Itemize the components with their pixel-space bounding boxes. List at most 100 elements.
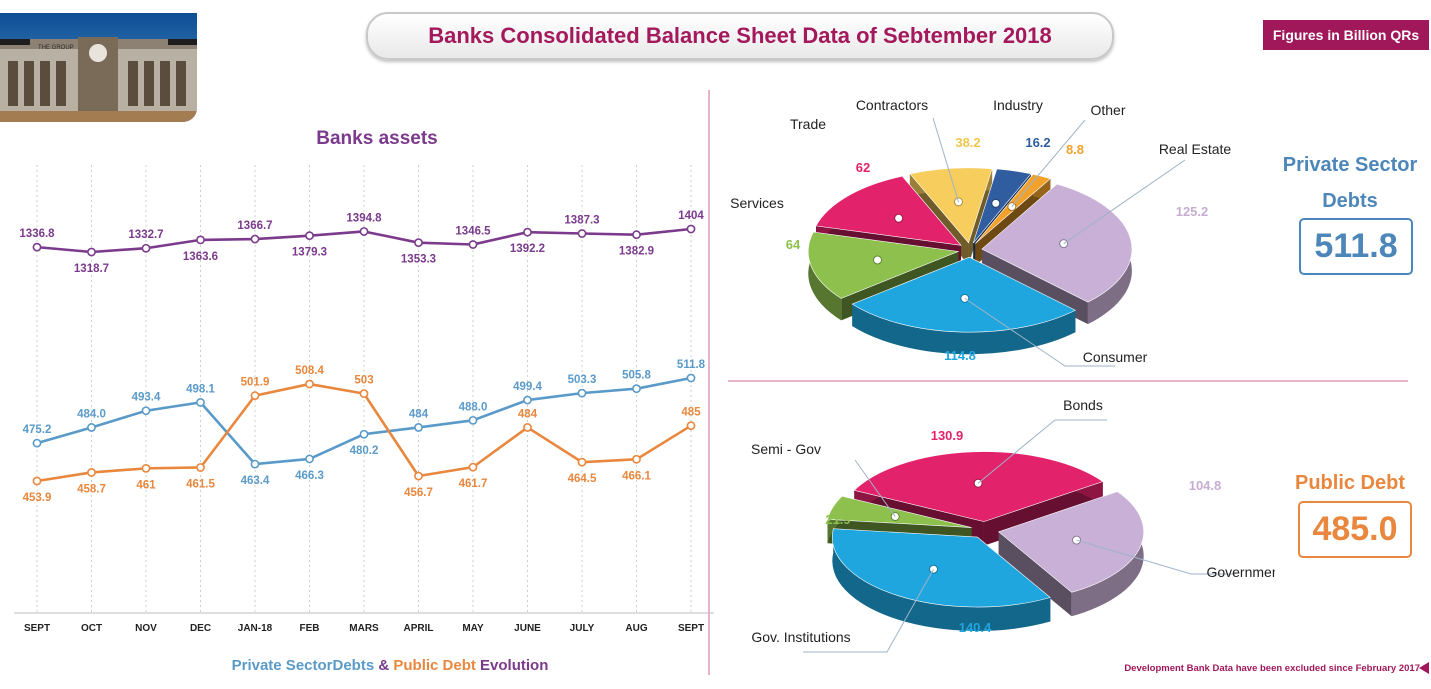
line-charts: 1336.8 1318.7 1332.7 1363.6 1366.7 1379.3 1394…: [14, 165, 714, 634]
leader-line: [1011, 119, 1086, 207]
slice-value-label: 16.2: [1025, 135, 1050, 150]
data-point: [632, 384, 641, 394]
data-label: 456.7: [404, 487, 433, 499]
data-point: [468, 462, 478, 472]
leader-line: [1063, 159, 1186, 245]
slice-name-label: Bonds: [1063, 397, 1103, 413]
data-point: [196, 397, 205, 407]
data-point: [686, 421, 696, 431]
page-title-pill: Banks Consolidated Balance Sheet Data of…: [366, 12, 1114, 60]
data-point: [414, 238, 423, 248]
data-point: [523, 395, 532, 405]
data-label: 484: [409, 408, 429, 420]
data-label: 488.0: [459, 401, 488, 413]
slice-name-label: Government: [1206, 564, 1275, 580]
public-debt-pie: Government 104.8 Gov. Institutions 140.4 Sem…: [751, 397, 1275, 653]
pie-slice: [998, 491, 1144, 617]
slice-value-label: 64: [786, 237, 801, 252]
slice-value-label: 140.4: [959, 620, 992, 635]
data-label: 466.3: [295, 470, 324, 482]
data-label: 1394.8: [346, 212, 382, 224]
slice-value-label: 38.2: [955, 135, 980, 150]
data-point: [250, 234, 260, 244]
private-sector-debts-label: Private Sector Debts: [1282, 154, 1418, 212]
slice-value-label: 114.8: [944, 348, 976, 363]
data-point: [414, 471, 423, 481]
slice-value-label: 21.9: [825, 512, 850, 527]
x-tick-label: SEPT: [24, 623, 50, 634]
data-point: [196, 235, 205, 245]
data-label: 466.1: [622, 470, 651, 482]
leader-line: [1076, 539, 1235, 575]
leader-line: [964, 297, 1115, 367]
data-point: [523, 227, 532, 237]
units-badge: Figures in Billion QRs: [1263, 20, 1429, 50]
data-label: 1382.9: [619, 246, 654, 258]
leader-line: [854, 459, 896, 517]
x-tick-label: DEC: [190, 623, 211, 634]
data-point: [250, 459, 260, 469]
data-point: [141, 463, 151, 473]
leader-line: [803, 568, 934, 653]
data-label: 503.3: [568, 374, 597, 386]
data-label: 461.5: [186, 478, 215, 490]
slice-name-label: Gov. Institutions: [751, 629, 850, 645]
data-label: 1392.2: [510, 243, 545, 255]
slice-value-label: 62: [856, 160, 870, 175]
data-point: [87, 423, 96, 432]
slice-value-label: 8.8: [1066, 142, 1084, 157]
data-label: 1379.3: [292, 247, 327, 259]
data-label: 501.9: [241, 377, 270, 389]
data-point: [577, 457, 587, 467]
private-sector-total: 511.8: [1299, 218, 1413, 275]
slice-value-label: 104.8: [1189, 478, 1222, 493]
data-label: 503: [354, 375, 373, 387]
slice-value-label: 130.9: [931, 428, 964, 443]
leader-line: [977, 419, 1107, 484]
pie-slice: [851, 256, 1077, 355]
data-label: 463.4: [241, 475, 270, 487]
x-tick-label: MARS: [349, 623, 379, 634]
slice-marker: [991, 198, 1001, 208]
slice-marker: [960, 293, 970, 303]
data-label: 1387.3: [564, 215, 599, 227]
photo-sign: THE GROUP: [38, 45, 74, 51]
x-tick-label: NOV: [135, 623, 157, 634]
slice-marker: [894, 213, 904, 223]
data-label: 511.8: [677, 359, 706, 371]
slice-name-label: Contractors: [856, 97, 928, 113]
data-point: [577, 388, 587, 398]
x-tick-label: JULY: [570, 623, 595, 634]
data-point: [87, 468, 96, 477]
data-label: 461: [136, 479, 156, 491]
x-tick-label: OCT: [81, 623, 102, 634]
data-label: 1332.7: [128, 229, 163, 241]
public-debt-label: Public Debt: [1294, 472, 1405, 494]
assets-chart-title: Banks assets: [316, 128, 438, 149]
pie-slice: [832, 528, 1051, 632]
public-debt-series: 453.9 458.7 461 461.5 501.9 508.4 503 456.7 461.…: [23, 365, 702, 504]
building-photo: THE GROUP: [0, 13, 197, 122]
chart-grid: [14, 165, 714, 614]
data-point: [686, 224, 696, 234]
data-point: [359, 227, 369, 236]
slice-marker: [929, 564, 939, 574]
vertical-divider: [708, 90, 710, 675]
data-point: [686, 373, 696, 383]
data-label: 1404: [678, 210, 704, 222]
x-tick-label: AUG: [625, 623, 647, 634]
private-sector-series: 475.2 484.0 493.4 498.1 463.4 466.3 480.2 484 48…: [23, 359, 706, 487]
data-label: 485: [681, 407, 701, 419]
data-point: [632, 454, 641, 464]
x-tick-label: FEB: [300, 623, 320, 634]
page-title: Banks Consolidated Balance Sheet Data of…: [428, 23, 1052, 48]
footnote-arrow-icon: [1419, 662, 1429, 674]
data-label: 484: [518, 408, 538, 420]
slice-marker: [1072, 535, 1082, 545]
slice-name-label: Other: [1090, 102, 1125, 118]
data-point: [87, 247, 96, 257]
data-label: 1353.3: [401, 254, 436, 266]
slice-name-label: Semi - Gov: [751, 441, 821, 457]
slice-name-label: Real Estate: [1159, 141, 1232, 157]
data-label: 461.7: [459, 478, 488, 490]
